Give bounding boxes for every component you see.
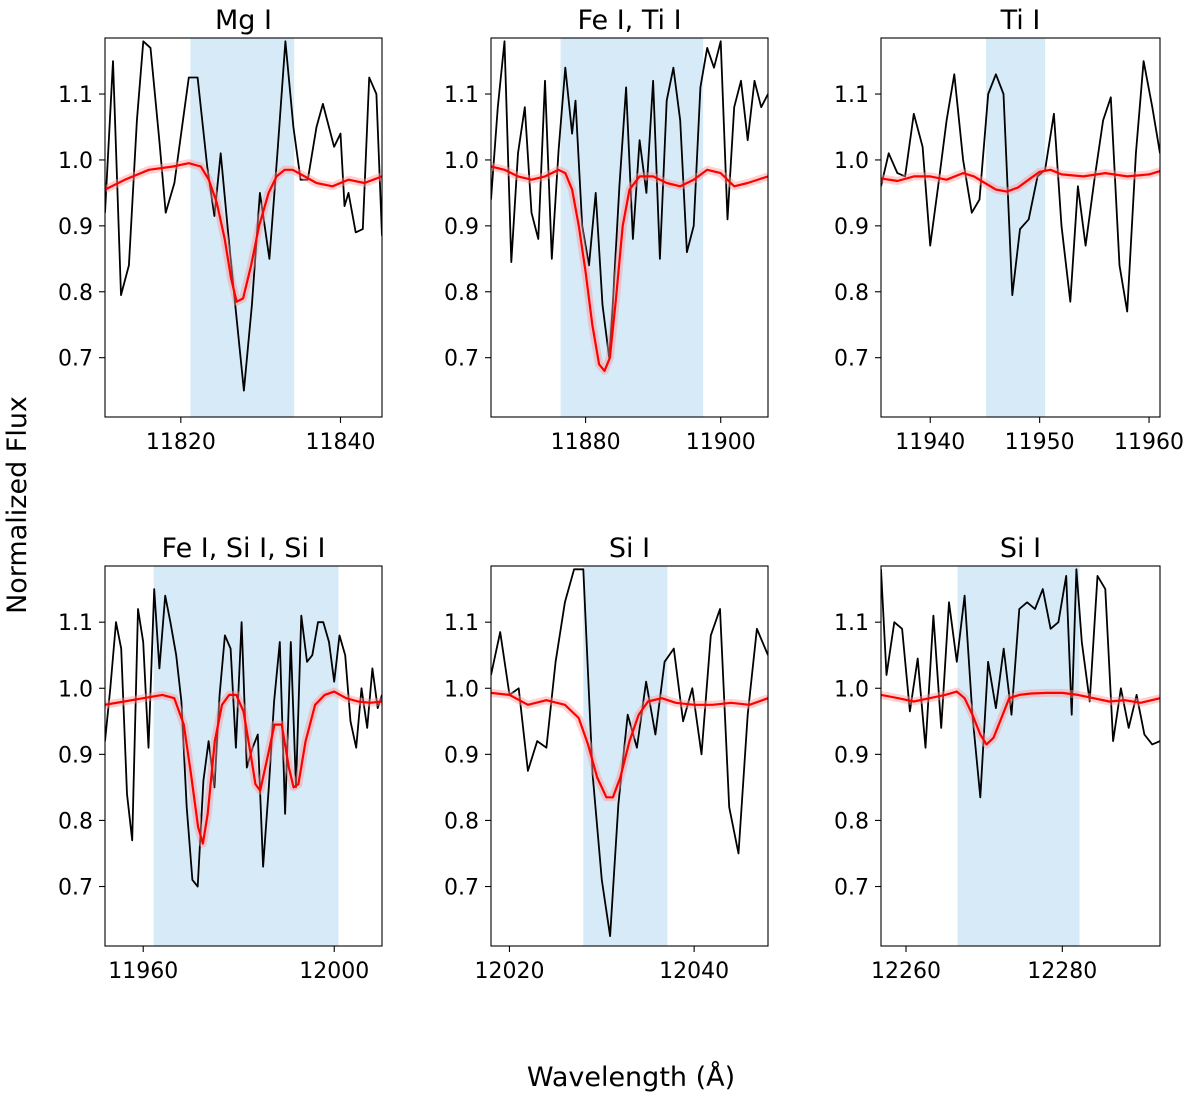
y-tick-label: 1.0 [834,677,869,702]
x-tick-label: 11960 [1114,430,1184,455]
y-tick-label: 0.7 [444,347,479,372]
x-tick-label: 12000 [299,959,369,984]
y-tick-label: 0.8 [444,809,479,834]
y-tick-label: 0.9 [834,743,869,768]
x-tick-label: 12040 [659,959,729,984]
panels: Mg I 0.7 0.8 0.9 1.0 1.1 11820 11840 Fe I, Ti I 0… [58,5,1184,984]
x-tick-label: 11840 [305,430,375,455]
x-tick-label: 11940 [895,430,965,455]
y-tick-label: 0.9 [834,215,869,240]
panel-title: Si I [609,533,650,564]
panel-title: Mg I [215,5,272,36]
axes-frame [490,565,769,947]
observed-spectrum-line [491,40,768,359]
axes-frame [880,37,1161,418]
observed-spectrum-line [881,568,1160,799]
observed-spectrum-line [105,40,382,392]
axes-frame [490,37,769,418]
x-tick-label: 12260 [871,959,941,984]
model-spectrum-line [491,165,768,372]
y-tick-label: 0.7 [834,347,869,372]
y-tick-label: 0.7 [58,347,93,372]
y-axis-label: Normalized Flux [2,396,33,614]
panel-title: Fe I, Ti I [577,5,681,36]
observed-spectrum-line [881,60,1160,313]
panel-6: Si I 0.7 0.8 0.9 1.0 1.1 12260 12280 [834,533,1161,984]
observed-spectrum-line [105,588,382,888]
model-spectrum-line [881,690,1160,746]
panel-4: Fe I, Si I, Si I 0.7 0.8 0.9 1.0 1.1 11960 1200… [58,533,383,984]
y-tick-label: 0.9 [444,215,479,240]
x-tick-label: 12020 [474,959,544,984]
y-tick-label: 1.0 [58,677,93,702]
line-window-highlight [986,38,1046,417]
model-spectrum-line [105,690,382,845]
y-tick-label: 1.1 [58,611,93,636]
y-tick-label: 1.0 [834,149,869,174]
y-tick-label: 0.8 [58,809,93,834]
x-tick-label: 11960 [108,959,178,984]
observed-spectrum-line [491,568,768,937]
panel-title: Fe I, Si I, Si I [162,533,326,564]
model-spectrum-line [881,168,1160,193]
y-tick-label: 0.8 [58,281,93,306]
y-tick-label: 1.1 [444,611,479,636]
panel-1: Mg I 0.7 0.8 0.9 1.0 1.1 11820 11840 [58,5,383,455]
y-tick-label: 0.9 [58,743,93,768]
y-tick-label: 0.8 [444,281,479,306]
x-tick-label: 12280 [1027,959,1097,984]
y-tick-label: 1.1 [834,611,869,636]
y-tick-label: 1.0 [444,677,479,702]
y-tick-label: 1.0 [444,149,479,174]
y-tick-label: 1.1 [444,83,479,108]
x-tick-label: 11950 [1005,430,1075,455]
y-tick-label: 0.7 [58,876,93,901]
y-tick-label: 1.0 [58,149,93,174]
panel-title: Si I [1000,533,1041,564]
y-tick-label: 1.1 [58,83,93,108]
panel-title: Ti I [1000,5,1041,36]
y-tick-label: 0.7 [834,876,869,901]
y-tick-label: 1.1 [834,83,869,108]
panel-3: Ti I 0.7 0.8 0.9 1.0 1.1 11940 11950 11960 [834,5,1184,455]
model-spectrum-line [491,691,768,799]
y-tick-label: 0.9 [58,215,93,240]
y-tick-label: 0.7 [444,876,479,901]
x-tick-label: 11880 [551,430,621,455]
line-window-highlight [190,38,295,417]
model-spectrum-line [105,162,382,303]
axes-frame [880,565,1161,947]
x-tick-label: 11900 [686,430,756,455]
panel-5: Si I 0.7 0.8 0.9 1.0 1.1 12020 12040 [444,533,769,984]
y-tick-label: 0.9 [444,743,479,768]
x-axis-label: Wavelength (Å) [527,1061,735,1093]
axes-frame [104,37,383,418]
panel-2: Fe I, Ti I 0.7 0.8 0.9 1.0 1.1 11880 11900 [444,5,769,455]
y-tick-label: 0.8 [834,809,869,834]
x-tick-label: 11820 [146,430,216,455]
axes-frame [104,565,383,947]
y-tick-label: 0.8 [834,281,869,306]
